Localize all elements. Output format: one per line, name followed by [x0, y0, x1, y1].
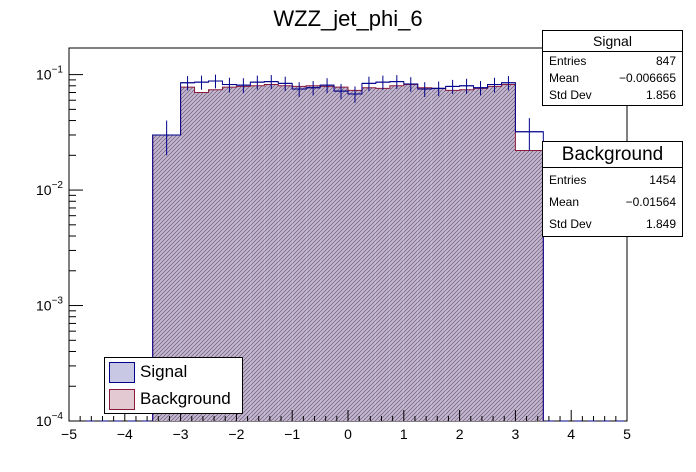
- x-tick-label: −2: [228, 426, 244, 442]
- background-bar: [292, 86, 307, 421]
- stats-value: 847: [655, 54, 676, 68]
- stats-label: Entries: [549, 54, 587, 68]
- x-tick-label: 1: [400, 426, 408, 442]
- background-bar: [208, 89, 223, 421]
- stats-value: −0.01564: [625, 195, 676, 209]
- background-bar: [417, 87, 432, 422]
- background-bar: [278, 85, 293, 421]
- chart-title: WZZ_jet_phi_6: [273, 6, 422, 31]
- background-bar: [348, 90, 362, 422]
- stats-label: Entries: [549, 173, 587, 187]
- background-bar: [431, 88, 446, 421]
- error-bars: [72, 74, 624, 422]
- legend-swatch-signal: [109, 362, 135, 383]
- background-bar: [334, 87, 348, 421]
- legend: Signal Background: [104, 357, 243, 414]
- stats-value: 1454: [649, 173, 676, 187]
- x-tick-label: −4: [117, 426, 133, 442]
- background-bar: [473, 88, 488, 421]
- x-tick-label: −3: [173, 426, 189, 442]
- x-tick-label: 5: [623, 426, 631, 442]
- background-bar: [194, 92, 209, 422]
- stats-title: Background: [543, 142, 682, 168]
- legend-label-background: Background: [140, 389, 231, 408]
- y-tick-label: 10−3: [36, 296, 63, 314]
- background-bar: [180, 87, 195, 421]
- stats-value: 1.849: [645, 217, 676, 231]
- y-tick-label: 10−1: [36, 65, 63, 83]
- y-tick-label: 10−2: [36, 180, 63, 198]
- stats-label: Mean: [549, 71, 580, 85]
- y-tick-label: 10−4: [36, 411, 63, 429]
- x-tick-label: 0: [344, 426, 352, 442]
- axes: −5 −4 −3 −2 −1 0 1 2 3 4 5 10−1 10−2 10−3 10−4: [36, 65, 631, 442]
- x-tick-label: 4: [567, 426, 575, 442]
- background-bar: [250, 85, 265, 421]
- background-bar: [222, 87, 237, 421]
- background-bar: [487, 86, 502, 421]
- x-tick-label: −1: [284, 426, 300, 442]
- background-bar: [236, 86, 251, 421]
- stats-label: Mean: [549, 195, 580, 209]
- legend-label-signal: Signal: [140, 362, 188, 381]
- stats-box-signal: Signal Entries 847 Mean −0.006665 Std Dev 1…: [542, 30, 683, 106]
- x-tick-label: −5: [61, 426, 77, 442]
- background-bar: [375, 88, 390, 421]
- background-bar: [515, 150, 544, 421]
- background-bar: [501, 84, 516, 421]
- stats-value: 1.856: [645, 88, 676, 102]
- legend-swatch-background: [109, 389, 135, 410]
- background-outline: [152, 84, 544, 421]
- background-bar: [264, 84, 279, 421]
- background-bar: [320, 86, 335, 421]
- stats-value: −0.006665: [618, 71, 676, 85]
- background-bar: [403, 84, 418, 421]
- background-bar: [361, 87, 376, 422]
- background-bar: [306, 85, 321, 421]
- stats-title: Signal: [543, 31, 682, 52]
- x-tick-label: 3: [512, 426, 520, 442]
- background-bar: [389, 85, 404, 421]
- stats-label: Std Dev: [549, 217, 592, 231]
- stats-label: Std Dev: [549, 88, 592, 102]
- background-bar: [459, 89, 474, 421]
- x-tick-label: 2: [456, 426, 464, 442]
- background-bar: [445, 90, 460, 422]
- stats-box-background: Background Entries 1454 Mean −0.01564 Std …: [542, 141, 683, 237]
